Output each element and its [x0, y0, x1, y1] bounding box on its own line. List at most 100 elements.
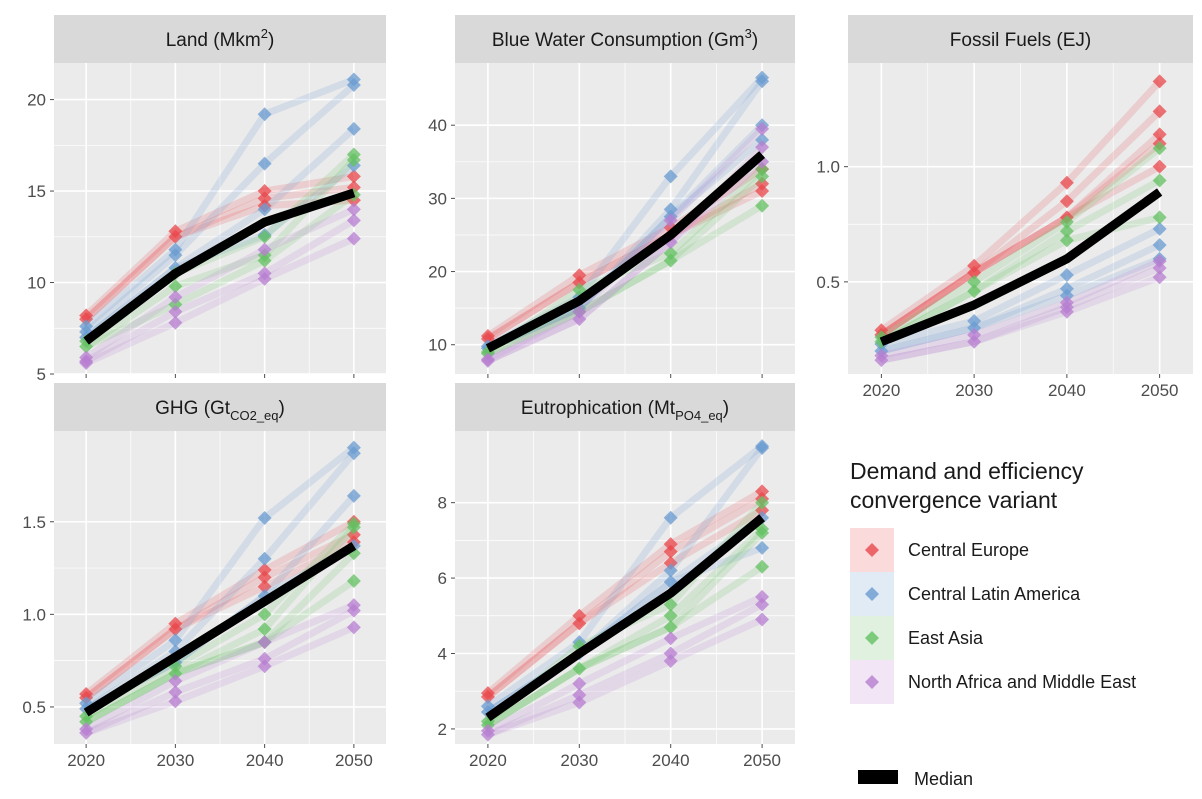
panel-1: Land (Mkm2)51015202020203020402050	[27, 15, 386, 400]
data-point	[1152, 127, 1167, 142]
data-point	[79, 714, 94, 729]
y-tick-label: 0.5	[22, 698, 46, 717]
panel-strip	[54, 383, 386, 431]
data-point	[257, 202, 272, 217]
series-trajectory-line	[486, 601, 764, 738]
data-point	[755, 525, 770, 540]
series-trajectory-line	[486, 159, 765, 365]
data-point	[257, 242, 272, 257]
panel-title: Eutrophication (MtPO4_eq)	[521, 398, 729, 423]
data-point	[257, 191, 272, 206]
data-point	[663, 563, 678, 578]
data-point	[1059, 194, 1074, 209]
data-point	[1152, 261, 1167, 276]
data-point	[755, 559, 770, 574]
data-point	[663, 631, 678, 646]
legend-median-label: Median	[914, 769, 973, 789]
data-point	[346, 574, 361, 589]
y-tick-label: 6	[438, 569, 447, 588]
data-point	[755, 176, 770, 191]
series-central-europe	[874, 74, 1167, 342]
series-central-europe	[480, 484, 770, 704]
data-point	[663, 202, 678, 217]
series-trajectory-line	[880, 264, 1161, 364]
series-trajectory-line	[880, 241, 1162, 355]
data-point	[168, 279, 183, 294]
data-point	[572, 676, 587, 691]
data-point	[1152, 159, 1167, 174]
data-point	[755, 121, 770, 136]
series-trajectory-line	[84, 624, 356, 737]
data-point	[257, 622, 272, 637]
y-tick-label: 40	[428, 116, 447, 135]
data-point	[874, 353, 889, 368]
data-point	[257, 511, 272, 526]
data-point	[755, 162, 770, 177]
data-point	[346, 488, 361, 503]
x-tick-label: 2020	[67, 751, 105, 770]
data-point	[1152, 104, 1167, 119]
series-trajectory-line	[486, 530, 765, 729]
data-point	[572, 304, 587, 319]
data-point	[346, 446, 361, 461]
series-trajectory-line	[879, 108, 1163, 338]
median-line	[83, 542, 357, 717]
legend: Demand and efficiency convergence varian…	[850, 458, 1136, 789]
legend-key-diamond	[865, 631, 879, 645]
median-line	[83, 188, 356, 345]
series-trajectory-line	[84, 444, 357, 707]
data-point	[257, 659, 272, 674]
y-tick-label: 0.5	[816, 273, 840, 292]
data-point	[346, 121, 361, 136]
series-trajectory-line	[83, 538, 356, 701]
legend-item: Central Latin America	[850, 572, 1081, 616]
data-point	[663, 213, 678, 228]
data-point	[168, 229, 183, 244]
data-point	[257, 562, 272, 577]
y-tick-label: 15	[27, 182, 46, 201]
panel-3: Fossil Fuels (EJ) 0.5 1.0 2020 2030 2040 2050	[816, 15, 1193, 400]
data-point	[663, 169, 678, 184]
series-trajectory-line	[879, 131, 1162, 338]
data-point	[168, 694, 183, 709]
data-point	[168, 304, 183, 319]
data-point	[572, 312, 587, 327]
data-point	[572, 275, 587, 290]
series-trajectory-line	[84, 191, 356, 350]
data-point	[168, 297, 183, 312]
panel-title: GHG (GtCO2_eq)	[155, 398, 285, 423]
data-point	[663, 555, 678, 570]
series-trajectory-line	[486, 187, 764, 342]
x-tick-label: 2040	[652, 751, 690, 770]
x-tick-label: 2040	[246, 751, 284, 770]
data-point	[572, 695, 587, 710]
series-north-africa-and-middle-east	[79, 202, 361, 371]
data-point	[257, 253, 272, 268]
legend-median-key	[858, 770, 898, 784]
data-point	[257, 156, 272, 171]
data-point	[967, 334, 982, 349]
y-tick-label: 1.5	[22, 513, 46, 532]
series-trajectory-line	[84, 601, 356, 733]
data-point	[1059, 214, 1074, 229]
legend-title-line2: convergence variant	[850, 487, 1058, 513]
data-point	[1059, 304, 1074, 319]
x-tick-label: 2030	[560, 751, 598, 770]
series-trajectory-line	[486, 563, 765, 729]
legend-item-label: Central Europe	[908, 540, 1029, 560]
data-point	[346, 520, 361, 535]
data-point	[967, 265, 982, 280]
data-point	[755, 132, 770, 147]
median-line	[485, 151, 766, 353]
series-north-africa-and-middle-east	[79, 598, 361, 740]
panel-5: Eutrophication (MtPO4_eq) 2 4 6 8 2020 2030 204…	[438, 383, 795, 770]
data-point	[1152, 210, 1167, 225]
data-point	[755, 503, 770, 518]
x-tick-label: 2030	[955, 381, 993, 400]
data-point	[663, 537, 678, 552]
series-trajectory-line	[880, 273, 1161, 364]
data-point	[663, 620, 678, 635]
median-line	[879, 188, 1163, 346]
x-tick-label: 2040	[1048, 381, 1086, 400]
y-tick-label: 10	[27, 274, 46, 293]
